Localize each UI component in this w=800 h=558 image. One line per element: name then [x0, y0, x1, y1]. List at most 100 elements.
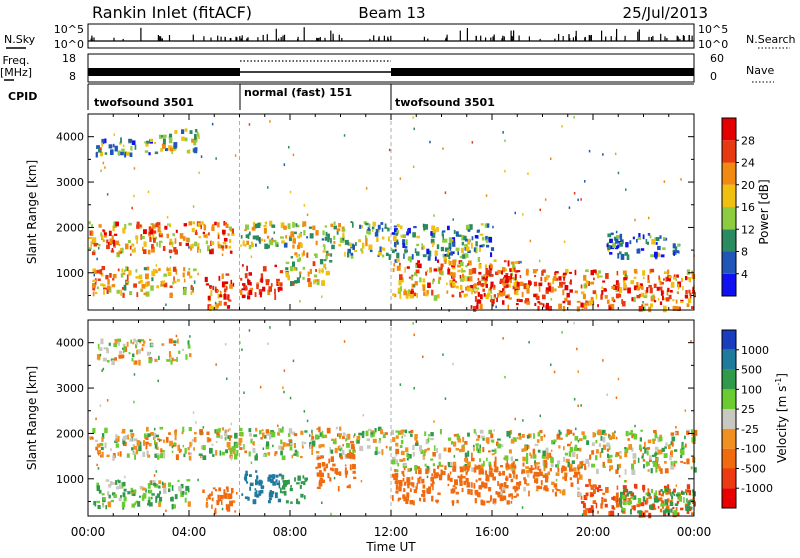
heatmap-cell: [258, 237, 261, 242]
heatmap-cell: [161, 135, 163, 138]
heatmap-cell: [174, 434, 177, 441]
heatmap-cell: [333, 235, 336, 240]
heatmap-cell: [530, 465, 533, 471]
heatmap-cell: [490, 470, 493, 475]
heatmap-cell: [576, 477, 579, 484]
heatmap-cell: [97, 343, 100, 350]
heatmap-cell: [487, 292, 491, 296]
heatmap-cell: [485, 474, 488, 481]
heatmap-cell: [494, 467, 498, 473]
heatmap-cell: [425, 271, 428, 276]
heatmap-cell: [92, 428, 96, 434]
heatmap-cell: [173, 340, 177, 344]
heatmap-cell: [345, 474, 348, 478]
heatmap-cell: [608, 306, 612, 310]
heatmap-cell: [262, 432, 265, 438]
heatmap-speck: [365, 187, 368, 190]
heatmap-cell: [615, 293, 620, 299]
heatmap-cell: [654, 452, 657, 457]
heatmap-cell: [614, 245, 619, 250]
heatmap-cell: [687, 502, 690, 508]
heatmap-cell: [611, 496, 615, 500]
heatmap-cell: [459, 480, 463, 486]
heatmap-cell: [280, 236, 284, 239]
heatmap-cell: [159, 454, 162, 459]
heatmap-cell: [652, 294, 655, 299]
heatmap-speck: [527, 172, 529, 175]
heatmap-cell: [292, 431, 296, 436]
heatmap-cell: [662, 504, 664, 509]
heatmap-cell: [262, 454, 266, 457]
heatmap-cell: [479, 471, 483, 475]
heatmap-cell: [226, 488, 229, 492]
heatmap-cell: [220, 245, 225, 249]
nsky-spike: [528, 36, 530, 41]
heatmap-cell: [171, 357, 174, 362]
heatmap-speck: [102, 367, 105, 371]
heatmap-cell: [139, 485, 144, 490]
heatmap-cell: [667, 269, 670, 275]
heatmap-cell: [318, 481, 321, 486]
heatmap-cell: [486, 294, 490, 297]
heatmap-cell: [391, 473, 396, 478]
heatmap-cell: [206, 431, 210, 435]
heatmap-cell: [138, 274, 143, 280]
heatmap-cell: [438, 453, 442, 460]
heatmap-cell: [633, 459, 636, 465]
heatmap-cell: [255, 243, 257, 247]
heatmap-cell: [567, 443, 571, 447]
heatmap-cell: [322, 250, 327, 253]
heatmap-cell: [655, 496, 658, 500]
heatmap-cell: [526, 268, 529, 273]
heatmap-cell: [247, 279, 251, 286]
heatmap-cell: [248, 272, 252, 276]
heatmap-cell: [174, 238, 177, 244]
heatmap-cell: [277, 428, 281, 433]
heatmap-cell: [101, 234, 104, 240]
heatmap-cell: [184, 287, 186, 291]
heatmap-cell: [646, 450, 649, 456]
heatmap-cell: [592, 500, 597, 504]
time-axis: 00:00 04:00 08:00 12:00 16:00 20:00 00:00: [71, 525, 712, 539]
heatmap-cell: [101, 138, 105, 145]
heatmap-cell: [393, 235, 397, 242]
heatmap-cell: [131, 358, 134, 362]
heatmap-cell: [442, 239, 444, 243]
heatmap-cell: [187, 446, 190, 451]
heatmap-cell: [222, 241, 227, 245]
heatmap-cell: [422, 245, 425, 250]
heatmap-speck: [625, 188, 627, 191]
heatmap-speck: [221, 507, 224, 511]
heatmap-cell: [244, 229, 247, 232]
heatmap-cell: [468, 465, 471, 469]
heatmap-cell: [538, 430, 541, 434]
heatmap-cell: [109, 273, 112, 278]
heatmap-cell: [371, 227, 374, 232]
heatmap-speck: [504, 375, 506, 379]
heatmap-cell: [460, 247, 464, 254]
heatmap-cell: [471, 242, 473, 249]
heatmap-cell: [418, 263, 422, 269]
heatmap-cell: [127, 240, 131, 244]
nsky-spike: [664, 36, 666, 41]
heatmap-speck: [426, 475, 429, 479]
heatmap-speck: [550, 298, 552, 301]
heatmap-cell: [179, 233, 184, 239]
heatmap-cell: [202, 231, 205, 235]
heatmap-cell: [171, 503, 174, 510]
heatmap-cell: [659, 280, 662, 286]
heatmap-cell: [557, 464, 559, 469]
nsky-spike: [241, 35, 243, 41]
heatmap-cell: [384, 432, 388, 435]
heatmap-cell: [580, 495, 583, 500]
heatmap-cell: [221, 451, 225, 456]
nsky-spike: [280, 37, 282, 41]
heatmap-cell: [258, 490, 262, 496]
heatmap-cell: [366, 438, 370, 442]
heatmap-cell: [565, 472, 568, 477]
heatmap-cell: [451, 282, 456, 287]
heatmap-cell: [416, 243, 420, 247]
heatmap-cell: [600, 503, 603, 509]
heatmap-cell: [593, 277, 595, 281]
